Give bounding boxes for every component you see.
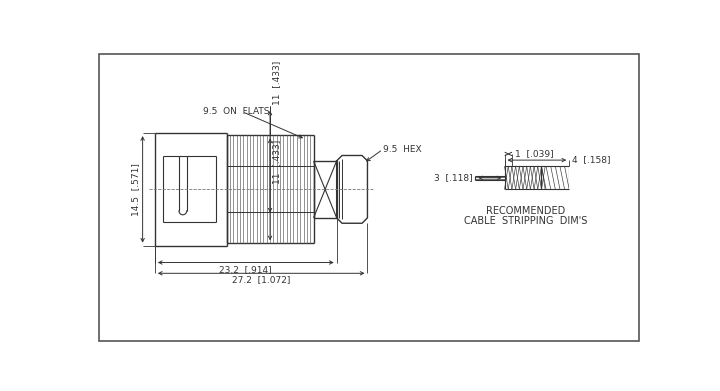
Text: 3  [.118]: 3 [.118] xyxy=(433,173,472,182)
Text: 14.5  [.571]: 14.5 [.571] xyxy=(131,163,140,216)
Text: 11  [.433]: 11 [.433] xyxy=(272,140,282,184)
Text: 9.5  ON  FLATS: 9.5 ON FLATS xyxy=(204,107,270,116)
Text: CABLE  STRIPPING  DIM'S: CABLE STRIPPING DIM'S xyxy=(464,215,588,226)
Text: 23.2  [.914]: 23.2 [.914] xyxy=(220,265,272,274)
Text: 9.5  HEX: 9.5 HEX xyxy=(383,145,421,154)
Text: 4  [.158]: 4 [.158] xyxy=(572,156,610,165)
Text: RECOMMENDED: RECOMMENDED xyxy=(487,206,566,216)
Text: 27.2  [1.072]: 27.2 [1.072] xyxy=(232,276,290,285)
Text: 11  [.433]: 11 [.433] xyxy=(272,61,282,105)
Text: 1  [.039]: 1 [.039] xyxy=(515,149,553,158)
